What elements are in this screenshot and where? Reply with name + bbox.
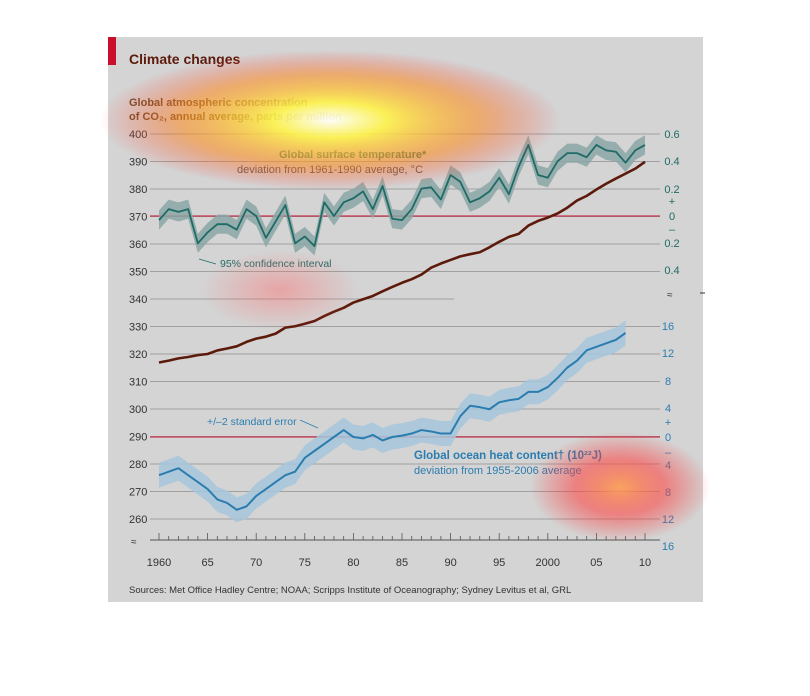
temperature-tick-label: + bbox=[669, 196, 675, 208]
ocean-tick-label: 16 bbox=[662, 541, 674, 553]
left-tick-label: 340 bbox=[129, 294, 147, 306]
left-tick-label: 380 bbox=[129, 184, 147, 196]
ocean-tick-label: 12 bbox=[662, 348, 674, 360]
ocean-tick-label: 4 bbox=[665, 403, 671, 415]
attention-overlay bbox=[100, 50, 710, 542]
left-tick-label: 290 bbox=[129, 432, 147, 444]
left-tick-label: 270 bbox=[129, 487, 147, 499]
temperature-line bbox=[158, 144, 646, 247]
co2-line bbox=[158, 160, 646, 364]
temperature-tick-label: – bbox=[669, 224, 676, 236]
source-note: Sources: Met Office Hadley Centre; NOAA;… bbox=[129, 585, 571, 596]
left-tick-label: 330 bbox=[129, 322, 147, 334]
confidence-bands bbox=[159, 135, 645, 523]
axis-break-right: ≈ bbox=[667, 290, 673, 301]
x-tick-label: 80 bbox=[347, 557, 359, 569]
left-tick-label: 360 bbox=[129, 239, 147, 251]
temperature-tick-label: 0.2 bbox=[664, 238, 679, 250]
ocean-tick-label: 0 bbox=[665, 432, 671, 444]
x-tick-label: 05 bbox=[590, 557, 602, 569]
x-tick-label: 1960 bbox=[147, 557, 171, 569]
ocean-band-pointer bbox=[299, 419, 319, 429]
ocean-tick-label: 8 bbox=[665, 376, 671, 388]
temperature-tick-label: 0 bbox=[669, 211, 675, 223]
axis-break-left: ≈ bbox=[131, 537, 137, 548]
x-tick-label: 65 bbox=[201, 557, 213, 569]
temperature-band-pointer bbox=[198, 258, 217, 265]
temperature-tick-label: 0.6 bbox=[664, 129, 679, 141]
ocean-heat-line bbox=[158, 332, 627, 511]
ocean-error-band bbox=[159, 320, 626, 523]
left-tick-label: 280 bbox=[129, 459, 147, 471]
left-tick-label: 370 bbox=[129, 212, 147, 224]
series-lines bbox=[158, 144, 646, 511]
left-tick-label: 320 bbox=[129, 349, 147, 361]
x-tick-label: 2000 bbox=[536, 557, 560, 569]
temperature-confidence-band bbox=[159, 135, 645, 256]
x-tick-label: 75 bbox=[299, 557, 311, 569]
hotspot-co2-label bbox=[100, 50, 560, 190]
left-tick-label: 310 bbox=[129, 377, 147, 389]
hotspot-mid-left bbox=[200, 250, 360, 330]
x-tick-label: 70 bbox=[250, 557, 262, 569]
title-accent-bar bbox=[108, 37, 116, 65]
temperature-tick-label: 0.4 bbox=[664, 156, 679, 168]
ocean-tick-label: + bbox=[665, 417, 671, 429]
ocean-band-label: +/–2 standard error bbox=[207, 416, 297, 428]
temperature-tick-label: 0.4 bbox=[664, 265, 679, 277]
left-tick-label: 260 bbox=[129, 514, 147, 526]
x-tick-label: 90 bbox=[444, 557, 456, 569]
x-tick-label: 10 bbox=[639, 557, 651, 569]
x-tick-label: 85 bbox=[396, 557, 408, 569]
temperature-tick-label: 0.2 bbox=[664, 184, 679, 196]
left-tick-label: 300 bbox=[129, 404, 147, 416]
left-tick-label: 350 bbox=[129, 267, 147, 279]
x-tick-label: 95 bbox=[493, 557, 505, 569]
ocean-tick-label: 16 bbox=[662, 321, 674, 333]
hotspot-ocean-axis bbox=[530, 432, 710, 542]
